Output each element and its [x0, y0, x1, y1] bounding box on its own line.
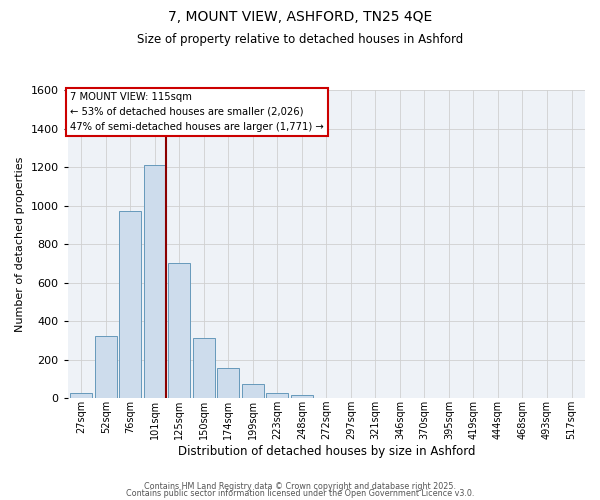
- X-axis label: Distribution of detached houses by size in Ashford: Distribution of detached houses by size …: [178, 444, 475, 458]
- Bar: [144, 166, 166, 398]
- Bar: [217, 368, 239, 398]
- Bar: [193, 338, 215, 398]
- Bar: [95, 336, 117, 398]
- Text: Contains public sector information licensed under the Open Government Licence v3: Contains public sector information licen…: [126, 490, 474, 498]
- Bar: [266, 393, 289, 398]
- Bar: [70, 393, 92, 398]
- Bar: [242, 384, 264, 398]
- Text: Contains HM Land Registry data © Crown copyright and database right 2025.: Contains HM Land Registry data © Crown c…: [144, 482, 456, 491]
- Bar: [168, 264, 190, 398]
- Text: Size of property relative to detached houses in Ashford: Size of property relative to detached ho…: [137, 32, 463, 46]
- Text: 7 MOUNT VIEW: 115sqm
← 53% of detached houses are smaller (2,026)
47% of semi-de: 7 MOUNT VIEW: 115sqm ← 53% of detached h…: [70, 92, 324, 132]
- Text: 7, MOUNT VIEW, ASHFORD, TN25 4QE: 7, MOUNT VIEW, ASHFORD, TN25 4QE: [168, 10, 432, 24]
- Y-axis label: Number of detached properties: Number of detached properties: [15, 156, 25, 332]
- Bar: [291, 395, 313, 398]
- Bar: [119, 210, 141, 398]
